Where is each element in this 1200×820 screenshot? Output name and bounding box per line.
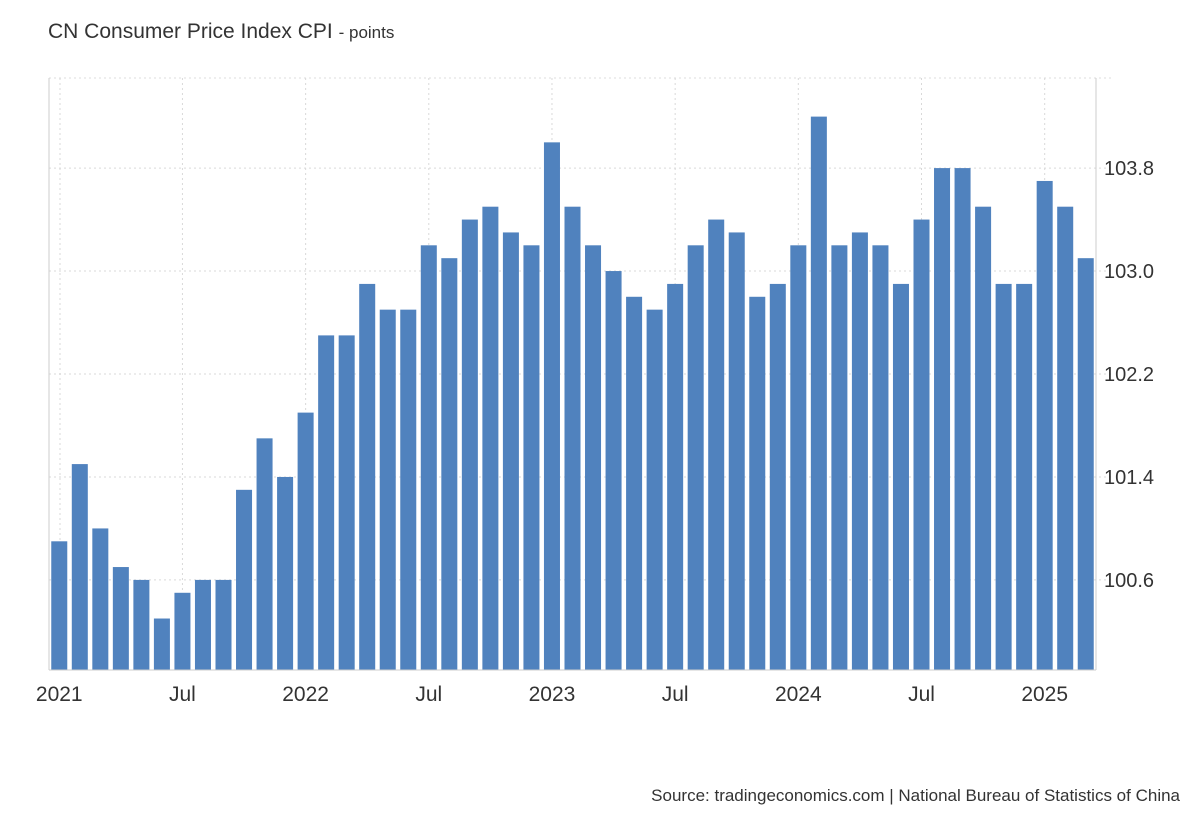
bar: [523, 245, 540, 670]
bar: [133, 579, 150, 670]
bar: [502, 232, 519, 670]
x-tick-label: Jul: [908, 683, 935, 706]
x-tick-label: 2023: [529, 683, 576, 706]
bar: [995, 283, 1012, 670]
bar: [318, 335, 335, 670]
bar: [769, 283, 786, 670]
bar: [297, 412, 314, 670]
bar: [687, 245, 704, 670]
bar: [934, 168, 951, 670]
bar: [359, 283, 376, 670]
bar: [400, 309, 417, 670]
bar: [174, 592, 191, 670]
bar: [543, 142, 560, 670]
y-tick-label: 103.8: [1104, 158, 1154, 180]
x-tick-label: Jul: [415, 683, 442, 706]
x-axis-labels: 2021 Jul 2022 Jul 2023 Jul 2024 Jul 2025: [36, 683, 1068, 706]
bar: [71, 464, 88, 670]
chart-title-text: CN Consumer Price Index CPI: [48, 20, 333, 43]
bar: [954, 168, 971, 670]
bar: [1016, 283, 1033, 670]
bar: [626, 296, 643, 670]
y-tick-label: 103.0: [1104, 261, 1154, 283]
bar: [236, 489, 253, 670]
bar: [728, 232, 745, 670]
bar: [810, 116, 827, 670]
y-tick-label: 101.4: [1104, 467, 1154, 489]
y-tick-label: 102.2: [1104, 364, 1154, 386]
bar: [749, 296, 766, 670]
bar: [790, 245, 807, 670]
bar: [564, 206, 581, 670]
bar: [92, 528, 109, 670]
bar: [441, 258, 458, 670]
y-axis-labels: 100.6 101.4 102.2 103.0 103.8: [1104, 158, 1154, 592]
chart-title: CN Consumer Price Index CPI - points: [48, 20, 394, 44]
bar: [194, 579, 211, 670]
bar: [851, 232, 868, 670]
bar: [153, 618, 170, 670]
x-tick-label: 2025: [1021, 683, 1068, 706]
bar: [482, 206, 499, 670]
bar: [420, 245, 437, 670]
bar: [51, 541, 68, 670]
x-tick-label: 2021: [36, 683, 83, 706]
bar: [256, 438, 273, 670]
bars: [51, 116, 1094, 670]
bar: [605, 271, 622, 670]
bar: [112, 567, 129, 670]
bar: [1057, 206, 1074, 670]
chart-subtitle: - points: [338, 23, 395, 42]
bar: [708, 219, 725, 670]
bar: [913, 219, 930, 670]
axes: [48, 78, 1097, 671]
bar: [892, 283, 909, 670]
bar: [1036, 180, 1053, 670]
x-tick-label: 2024: [775, 683, 822, 706]
bar: [667, 283, 684, 670]
bar: [831, 245, 848, 670]
bar: [975, 206, 992, 670]
bar: [1077, 258, 1094, 670]
bar: [338, 335, 355, 670]
bar: [277, 476, 294, 670]
y-tick-label: 100.6: [1104, 570, 1154, 592]
bar: [461, 219, 478, 670]
x-tick-label: Jul: [169, 683, 196, 706]
x-tick-label: 2022: [282, 683, 329, 706]
bar: [379, 309, 396, 670]
bar: [585, 245, 602, 670]
x-tick-label: Jul: [662, 683, 689, 706]
bar: [215, 579, 232, 670]
bar: [646, 309, 663, 670]
bar: [872, 245, 889, 670]
source-note: Source: tradingeconomics.com | National …: [651, 786, 1180, 805]
